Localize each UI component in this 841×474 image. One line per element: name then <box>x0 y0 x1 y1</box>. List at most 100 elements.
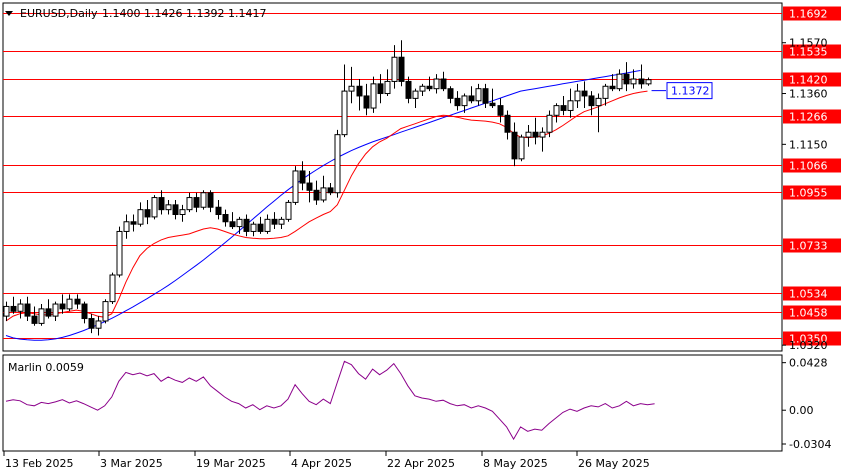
time-tick-label: 3 Mar 2025 <box>100 457 163 470</box>
candle-body <box>102 301 109 322</box>
candles-group <box>3 40 652 336</box>
level-label: 1.1420 <box>789 74 828 87</box>
candle-body <box>285 201 292 220</box>
candle-body <box>88 318 95 329</box>
time-tick-label: 8 May 2025 <box>483 457 548 470</box>
level-label: 1.0955 <box>789 187 828 200</box>
price-tick-label: 1.1150 <box>789 138 828 151</box>
candle-body <box>461 95 468 107</box>
candle-body <box>553 105 560 116</box>
level-tag <box>783 158 841 173</box>
candle-body <box>95 320 102 329</box>
candle-body <box>377 83 384 95</box>
candle-body <box>306 182 313 191</box>
candle-body <box>518 136 525 160</box>
marlin-oscillator-line <box>5 360 655 441</box>
candle-body <box>504 114 511 133</box>
symbol-label: EURUSD,Daily <box>20 7 98 20</box>
time-tick-label: 19 Mar 2025 <box>196 457 266 470</box>
time-tick-label: 13 Feb 2025 <box>5 457 73 470</box>
candle-body <box>207 192 214 208</box>
level-label: 1.1066 <box>789 160 828 173</box>
candle-body <box>475 88 482 102</box>
candle-body <box>137 209 144 225</box>
candle-body <box>468 95 475 102</box>
candle-body <box>109 274 116 303</box>
candle-body <box>271 218 278 225</box>
candle-body <box>193 197 200 208</box>
candle-body <box>144 209 151 218</box>
indicator-tick-label: -0.0304 <box>789 438 831 451</box>
time-tick-label: 4 Apr 2025 <box>291 457 352 470</box>
candle-body <box>320 187 327 201</box>
level-label: 1.1692 <box>789 8 828 21</box>
ohlc-values: 1.1400 1.1426 1.1392 1.1417 <box>102 7 266 20</box>
candle-body <box>151 197 158 218</box>
indicator-pane-frame <box>2 354 783 452</box>
indicator-title: Marlin 0.0059 <box>8 361 84 374</box>
level-label: 1.0534 <box>789 288 828 301</box>
candle-body <box>391 56 398 82</box>
candle-body <box>370 83 377 109</box>
candle-body <box>66 298 73 310</box>
price-marker-box <box>666 82 713 100</box>
price-tick-label: 1.1570 <box>789 37 828 50</box>
candle-body <box>179 209 186 216</box>
candle-body <box>616 73 623 90</box>
candle-body <box>236 218 243 228</box>
candle-body <box>363 95 370 109</box>
candle-body <box>158 197 165 211</box>
candle-body <box>602 85 609 99</box>
candle-body <box>433 78 440 90</box>
indicator-tick-label: 0.0428 <box>789 357 828 370</box>
candle-body <box>200 192 207 208</box>
collapse-triangle-icon[interactable] <box>5 11 13 16</box>
candle-body <box>257 223 264 232</box>
candle-body <box>172 204 179 216</box>
candle-body <box>539 131 546 138</box>
candle-body <box>10 305 17 312</box>
candle-body <box>264 218 271 232</box>
candle-body <box>447 88 454 99</box>
level-tag <box>783 185 841 200</box>
candle-body <box>38 308 45 324</box>
candle-body <box>482 88 489 104</box>
price-axis: 1.0320 1.1150 1.1360 1.1570 <box>782 37 828 352</box>
candle-body <box>511 131 518 160</box>
candle-body <box>623 73 630 85</box>
candle-body <box>595 97 602 107</box>
indicator-axis: 0.0428 0.00 -0.0304 <box>782 357 831 451</box>
candle-body <box>609 85 616 90</box>
level-tag <box>783 109 841 124</box>
candle-body <box>313 189 320 201</box>
indicator-tick-label: 0.00 <box>789 404 814 417</box>
candle-body <box>546 114 553 133</box>
candle-body <box>489 102 496 107</box>
level-tag <box>783 44 841 59</box>
time-axis: 13 Feb 2025 3 Mar 2025 19 Mar 2025 4 Apr 20… <box>3 451 650 470</box>
level-label: 1.1535 <box>789 46 828 59</box>
price-tick-label: 1.1360 <box>789 88 828 101</box>
candle-body <box>3 305 10 317</box>
time-tick-label: 22 Apr 2025 <box>387 457 455 470</box>
price-marker-group: 1.1372 <box>651 82 713 100</box>
level-label: 1.0350 <box>789 333 828 346</box>
main-pane-frame <box>2 2 783 352</box>
candle-body <box>292 170 299 203</box>
candle-body <box>81 303 88 320</box>
candle-body <box>52 303 59 317</box>
candle-body <box>222 214 229 223</box>
candle-body <box>45 308 52 317</box>
candle-body <box>440 78 447 90</box>
candle-body <box>645 79 652 85</box>
candle-body <box>574 90 581 102</box>
candle-body <box>278 218 285 225</box>
candle-body <box>581 90 588 97</box>
candle-body <box>638 78 645 85</box>
candle-body <box>299 170 306 184</box>
candle-body <box>327 187 334 194</box>
level-label: 1.1266 <box>789 111 828 124</box>
time-tick-label: 26 May 2025 <box>578 457 650 470</box>
slow-moving-average-line <box>5 70 641 341</box>
